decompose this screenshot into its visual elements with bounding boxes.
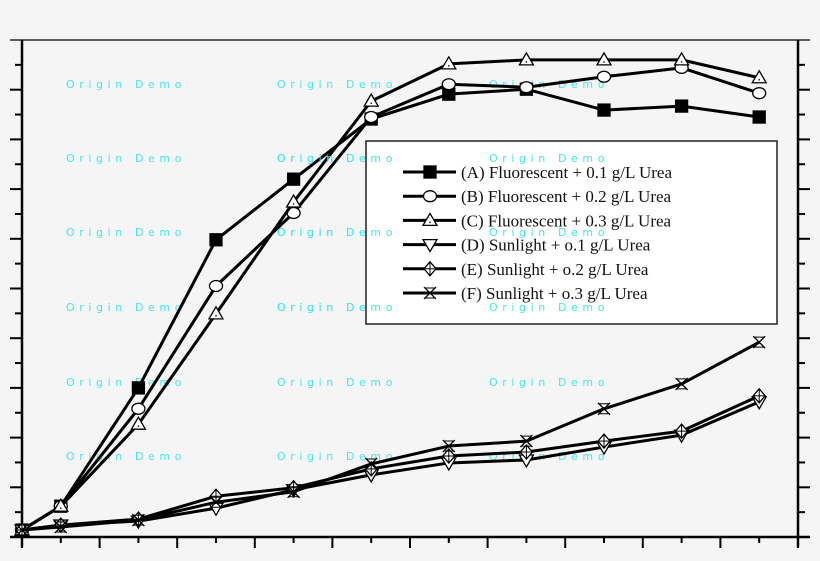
watermark-text: Origin Demo — [277, 226, 397, 239]
triangle-up-marker-icon — [595, 51, 613, 66]
filled-square-marker-icon — [674, 99, 689, 113]
hourglass-marker-icon — [15, 524, 29, 536]
filled-square-marker-icon — [131, 381, 146, 395]
watermark-text: Origin Demo — [277, 152, 397, 165]
hourglass-marker-icon — [287, 486, 300, 498]
chart-axes — [10, 39, 810, 548]
chart-legend: Origin Demo Origin Demo Origin Demo Origin … — [277, 140, 778, 325]
hourglass-marker-icon — [675, 378, 688, 390]
open-circle-marker-icon — [441, 78, 456, 91]
legend-item: (C) Fluorescent + 0.3 g/L Urea — [403, 211, 672, 230]
watermark-text: Origin Demo — [277, 226, 397, 239]
watermark-text: Origin Demo — [277, 152, 397, 165]
triangle-up-marker-icon — [285, 193, 302, 208]
series-f — [15, 335, 766, 537]
legend-item: (D) Sunlight + o.1 g/L Urea — [403, 236, 651, 255]
watermark-text: Origin Demo — [277, 301, 397, 314]
watermark-text: Origin Demo — [66, 301, 186, 314]
triangle-up-marker-icon — [440, 55, 457, 70]
open-circle-marker-icon — [752, 87, 767, 100]
triangle-down-marker-icon — [421, 238, 439, 253]
watermark-text: Origin Demo — [66, 78, 186, 91]
triangle-up-marker-icon — [518, 51, 535, 66]
hourglass-marker-icon — [364, 458, 378, 470]
triangle-up-marker-icon — [52, 497, 69, 512]
data-series — [13, 51, 768, 539]
watermark-text: Origin Demo — [489, 226, 609, 239]
hourglass-marker-icon — [132, 514, 145, 526]
filled-square-marker-icon — [286, 172, 301, 186]
open-circle-marker-icon — [364, 110, 379, 124]
legend-item: (E) Sunlight + o.2 g/L Urea — [403, 260, 649, 279]
triangle-up-marker-icon — [130, 415, 147, 430]
watermark-text: Origin Demo — [277, 78, 397, 91]
hourglass-marker-icon — [209, 496, 223, 508]
triangle-up-marker-icon — [363, 92, 380, 107]
filled-square-marker-icon — [209, 233, 223, 247]
hourglass-marker-icon — [752, 336, 766, 348]
legend-item: (F) Sunlight + o.3 g/L Urea — [403, 284, 648, 303]
legend-label: (C) Fluorescent + 0.3 g/L Urea — [461, 211, 672, 230]
triangle-up-marker-icon — [207, 305, 225, 320]
open-circle-marker-icon — [422, 190, 438, 203]
triangle-up-marker-icon — [421, 212, 439, 227]
watermark-text: Origin Demo — [277, 301, 397, 314]
hourglass-marker-icon — [423, 287, 437, 299]
filled-square-marker-icon — [423, 165, 437, 179]
hourglass-marker-icon — [54, 521, 68, 533]
triangle-up-marker-icon — [751, 69, 768, 84]
open-circle-marker-icon — [208, 279, 224, 293]
legend-item: (B) Fluorescent + 0.2 g/L Urea — [403, 187, 672, 206]
filled-square-marker-icon — [597, 103, 611, 117]
open-circle-marker-icon — [596, 70, 612, 83]
legend-label: (D) Sunlight + o.1 g/L Urea — [461, 236, 651, 255]
watermark-text: Origin Demo — [489, 152, 609, 165]
hourglass-marker-icon — [520, 435, 533, 447]
legend-label: (E) Sunlight + o.2 g/L Urea — [461, 260, 649, 279]
hourglass-marker-icon — [597, 403, 611, 415]
triangle-up-marker-icon — [673, 51, 690, 66]
open-circle-marker-icon — [519, 81, 534, 94]
watermark-text: Origin Demo — [66, 450, 186, 463]
filled-square-marker-icon — [752, 110, 766, 124]
open-circle-marker-icon — [131, 402, 146, 415]
watermark-text: Origin Demo — [277, 450, 397, 463]
watermark-text: Origin Demo — [489, 301, 609, 314]
hourglass-marker-icon — [442, 440, 456, 452]
legend-label: (B) Fluorescent + 0.2 g/L Urea — [461, 187, 672, 206]
legend-label: (F) Sunlight + o.3 g/L Urea — [461, 284, 648, 303]
watermark-text: Origin Demo — [66, 152, 186, 165]
legend-label: (A) Fluorescent + 0.1 g/L Urea — [461, 163, 672, 182]
watermark-text: Origin Demo — [66, 226, 186, 239]
watermark-text: Origin Demo — [489, 376, 609, 389]
legend-item: (A) Fluorescent + 0.1 g/L Urea — [403, 163, 672, 182]
watermark-text: Origin Demo — [277, 376, 397, 389]
